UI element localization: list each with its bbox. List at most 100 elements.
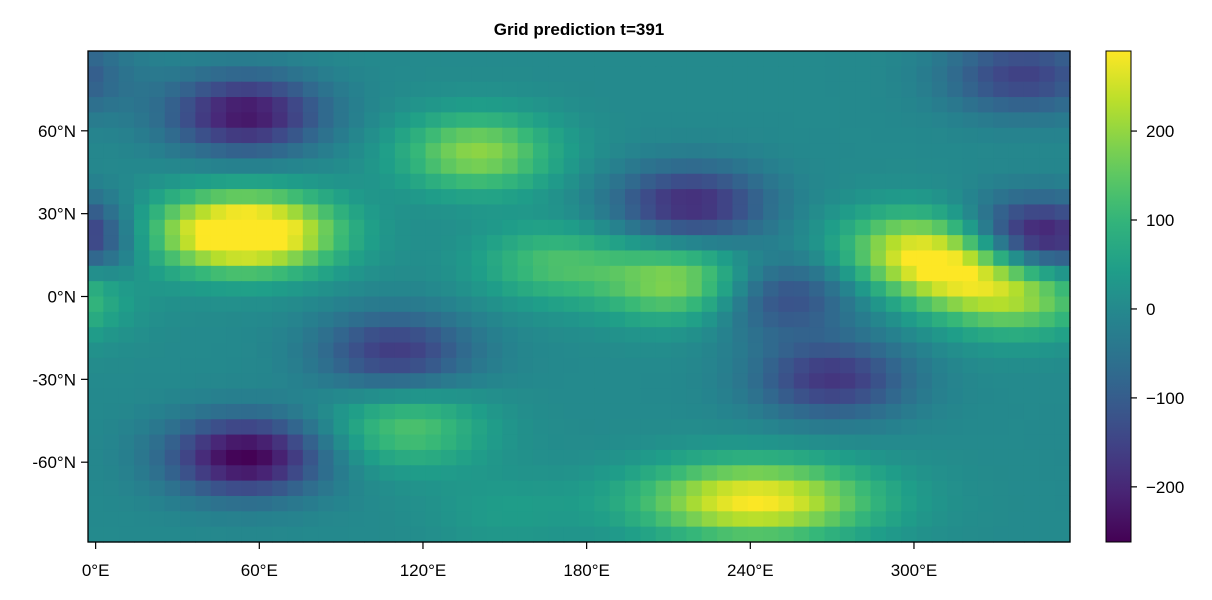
heatmap-cell (855, 526, 872, 543)
heatmap-cell (1054, 434, 1071, 451)
heatmap-cell (671, 127, 687, 144)
heatmap-cell (364, 465, 381, 482)
heatmap-cell (901, 127, 918, 144)
heatmap-cell (164, 373, 181, 390)
heatmap-cell (916, 204, 933, 221)
heatmap-cell (180, 173, 196, 190)
heatmap-cell (256, 112, 273, 129)
heatmap-cell (348, 219, 365, 236)
heatmap-cell (640, 465, 657, 482)
heatmap-cell (993, 81, 1010, 98)
heatmap-cell (256, 173, 273, 190)
heatmap-cell (977, 342, 994, 359)
heatmap-cell (1023, 357, 1040, 374)
heatmap-cell (287, 112, 304, 129)
heatmap-cell (502, 511, 519, 528)
heatmap-cell (410, 81, 427, 98)
heatmap-cell (180, 327, 196, 344)
heatmap-cell (1023, 281, 1040, 298)
heatmap-cell (717, 158, 734, 175)
heatmap-cell (134, 143, 150, 159)
heatmap-cell (563, 173, 580, 190)
heatmap-cell (931, 495, 948, 512)
heatmap-cell (993, 204, 1010, 221)
heatmap-cell (149, 480, 166, 497)
x-axis: 0°E 60°E 120°E 180°E 240°E 300°E (82, 542, 937, 580)
heatmap-cell (272, 265, 289, 282)
heatmap-cell (993, 511, 1010, 528)
heatmap-cell (548, 373, 565, 390)
heatmap-cell (548, 281, 565, 298)
heatmap-cell (333, 419, 350, 436)
heatmap-cell (1008, 219, 1025, 236)
heatmap-cell (103, 219, 120, 236)
heatmap-cell (532, 480, 549, 497)
heatmap-cell (180, 419, 196, 436)
heatmap-cell (916, 495, 933, 512)
heatmap-cell (947, 388, 964, 405)
heatmap-cell (763, 219, 780, 236)
heatmap-cell (655, 51, 672, 67)
heatmap-cell (901, 480, 918, 497)
heatmap-cell (563, 388, 580, 405)
heatmap-cell (916, 189, 933, 206)
heatmap-cell (855, 327, 872, 344)
heatmap-cell (609, 327, 626, 344)
heatmap-cell (134, 204, 150, 221)
heatmap-cell (425, 449, 442, 466)
heatmap-cell (763, 235, 780, 252)
heatmap-cell (134, 296, 150, 313)
heatmap-cell (962, 342, 979, 359)
heatmap-cell (517, 143, 534, 159)
heatmap-cell (456, 51, 473, 67)
heatmap-cell (855, 388, 872, 405)
heatmap-cell (916, 434, 933, 451)
heatmap-cell (88, 235, 104, 252)
heatmap-cell (824, 97, 841, 113)
heatmap-cell (517, 158, 534, 175)
heatmap-cell (594, 373, 611, 390)
heatmap-cell (594, 327, 611, 344)
heatmap-cell (149, 189, 166, 206)
heatmap-cell (241, 311, 258, 328)
heatmap-cell (333, 296, 350, 313)
heatmap-cell (763, 296, 780, 313)
heatmap-cell (226, 235, 243, 252)
heatmap-cell (1023, 342, 1040, 359)
heatmap-cell (118, 311, 135, 328)
heatmap-cell (717, 327, 734, 344)
heatmap-cell (1039, 219, 1056, 236)
heatmap-cell (226, 51, 243, 67)
heatmap-cell (272, 250, 289, 267)
heatmap-cell (241, 403, 258, 420)
heatmap-cell (625, 281, 641, 298)
heatmap-cell (333, 158, 350, 175)
heatmap-cell (502, 296, 519, 313)
heatmap-cell (916, 449, 933, 466)
heatmap-cell (855, 127, 872, 144)
heatmap-cell (655, 511, 672, 528)
heatmap-cell (195, 480, 212, 497)
heatmap-cell (732, 403, 749, 420)
heatmap-cell (88, 495, 104, 512)
heatmap-cell (1039, 158, 1056, 175)
heatmap-cell (548, 66, 565, 83)
heatmap-cell (134, 311, 150, 328)
heatmap-cell (287, 250, 304, 267)
heatmap-cell (348, 189, 365, 206)
heatmap-cell (686, 327, 703, 344)
heatmap-cell (425, 311, 442, 328)
heatmap-cell (318, 296, 335, 313)
heatmap-cell (103, 480, 120, 497)
heatmap-cell (1008, 296, 1025, 313)
heatmap-cell (241, 173, 258, 190)
heatmap-cell (962, 526, 979, 543)
heatmap-cell (640, 526, 657, 543)
heatmap-cell (993, 495, 1010, 512)
heatmap-cell (763, 204, 780, 221)
heatmap-cell (456, 434, 473, 451)
heatmap-cell (1008, 127, 1025, 144)
heatmap-cell (993, 265, 1010, 282)
heatmap-cell (118, 51, 135, 67)
